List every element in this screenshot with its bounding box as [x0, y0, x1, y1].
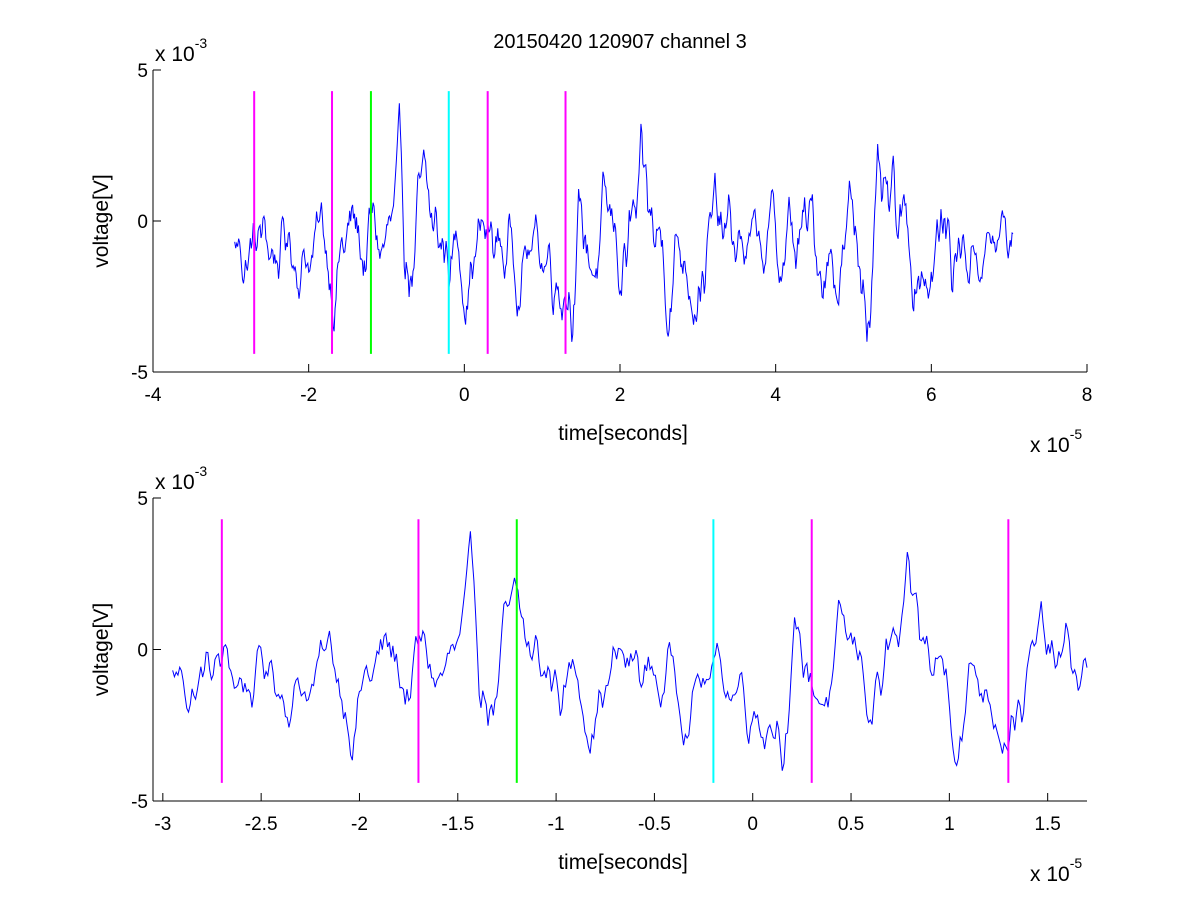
x-tick-label: 0.5: [838, 814, 864, 835]
x-tick-label: 1: [944, 814, 955, 835]
y-tick-label: 0: [137, 641, 148, 662]
x-tick-label: 0: [459, 385, 470, 406]
y-tick-label: -5: [131, 792, 148, 813]
chart-title: 20150420 120907 channel 3: [493, 31, 747, 53]
y-tick-label: 5: [137, 489, 148, 510]
x-exponent-power: -5: [1070, 855, 1083, 871]
x-tick-label: -2.5: [245, 814, 278, 835]
x-tick-label: -2: [351, 814, 368, 835]
x-tick-label: 2: [615, 385, 626, 406]
x-exponent-power: -5: [1070, 426, 1083, 442]
x-exponent-base: x 10: [1030, 863, 1070, 886]
x-tick-label: -0.5: [638, 814, 671, 835]
y-exponent-base: x 10: [155, 43, 195, 66]
x-tick-label: -3: [154, 814, 171, 835]
x-tick-label: -1: [548, 814, 565, 835]
x-tick-label: 6: [926, 385, 937, 406]
x-axis-label: time[seconds]: [558, 422, 688, 445]
x-exponent-label: x 10-5: [1030, 855, 1082, 886]
y-axis-label: voltage[V]: [90, 174, 113, 267]
signal-series-line: [172, 531, 1088, 771]
plot-bottom: -3 -2.5 -2 -1.5 -1 -0.5 0 0.5 1 1.5 -5 0 5 time[secon…: [90, 463, 1088, 886]
x-exponent-base: x 10: [1030, 434, 1070, 457]
y-tick-label: 5: [137, 61, 148, 82]
y-axis-label: voltage[V]: [90, 603, 113, 696]
plot-top: -4 -2 0 2 4 6 8 -5 0 5 time[seconds] voltage[V] x 10…: [90, 35, 1092, 457]
x-tick-label: 4: [770, 385, 781, 406]
x-tick-label: 8: [1082, 385, 1093, 406]
x-exponent-label: x 10-5: [1030, 426, 1082, 457]
x-tick-label: -4: [145, 385, 162, 406]
y-exponent-base: x 10: [155, 471, 195, 494]
x-tick-label: -2: [300, 385, 317, 406]
x-tick-label: -1.5: [441, 814, 474, 835]
y-exponent-power: -3: [195, 463, 208, 479]
y-tick-label: 0: [137, 212, 148, 233]
y-exponent-label: x 10-3: [155, 463, 207, 494]
y-exponent-power: -3: [195, 35, 208, 51]
y-tick-label: -5: [131, 363, 148, 384]
x-axis-label: time[seconds]: [558, 851, 688, 874]
x-tick-label: 1.5: [1034, 814, 1060, 835]
y-exponent-label: x 10-3: [155, 35, 207, 66]
x-tick-label: 0: [747, 814, 758, 835]
signal-series-line: [234, 103, 1014, 342]
